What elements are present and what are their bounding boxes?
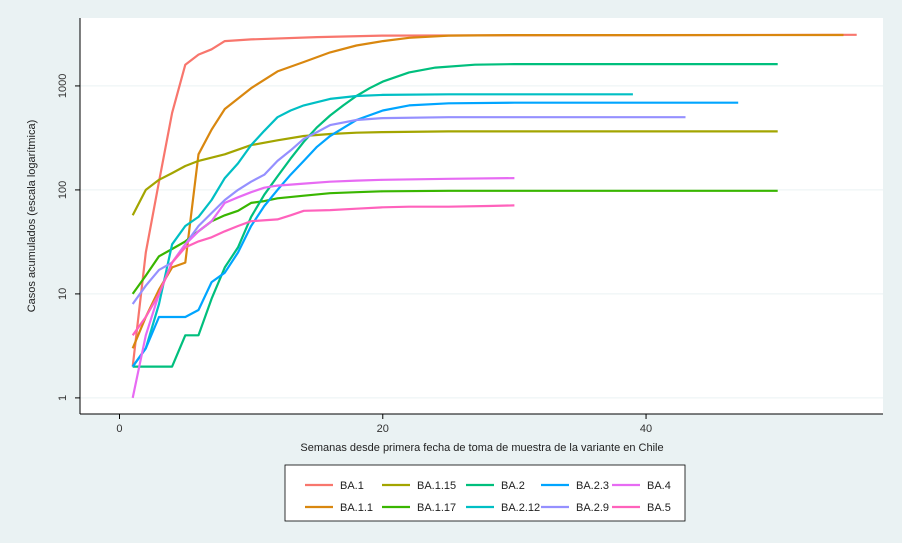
legend-label: BA.1 [340, 480, 364, 492]
series-line-ba-2 [132, 62, 778, 368]
legend-label: BA.4 [647, 480, 671, 492]
x-tick-label: 0 [116, 423, 122, 435]
legend-label: BA.1.17 [417, 502, 456, 514]
series-line-ba-5 [131, 204, 515, 336]
legend-items: BA.1 BA.1.1 BA.1.15 BA.1.17 BA.2 BA.2.12 BA.2.… [305, 480, 671, 514]
legend-label: BA.2.9 [576, 502, 609, 514]
legend-label: BA.2.12 [501, 502, 540, 514]
legend-label: BA.5 [647, 502, 671, 514]
y-tick-label: 1 [57, 395, 69, 401]
legend-label: BA.2 [501, 480, 525, 492]
legend-label: BA.1.1 [340, 502, 373, 514]
series-line-ba-2-3 [131, 101, 739, 368]
series-lines [131, 33, 857, 399]
series-line-ba-2-12 [131, 93, 633, 368]
axis-ticks: 1 10 100 1000 0 20 40 [57, 74, 652, 435]
series-line-ba-1-1 [131, 33, 844, 349]
x-tick-label: 40 [640, 423, 652, 435]
y-tick-label: 10 [57, 288, 69, 300]
legend-label: BA.1.15 [417, 480, 456, 492]
y-axis-title: Casos acumulados (escala logarítmica) [26, 120, 38, 313]
y-tick-label: 100 [57, 181, 69, 199]
series-line-ba-1-17 [131, 189, 778, 295]
legend-label: BA.2.3 [576, 480, 609, 492]
x-axis-title: Semanas desde primera fecha de toma de m… [300, 442, 663, 454]
plot-area [80, 18, 883, 414]
y-tick-label: 1000 [57, 74, 69, 98]
series-line-ba-1-15 [131, 130, 778, 216]
legend [284, 464, 686, 522]
x-tick-label: 20 [377, 423, 389, 435]
